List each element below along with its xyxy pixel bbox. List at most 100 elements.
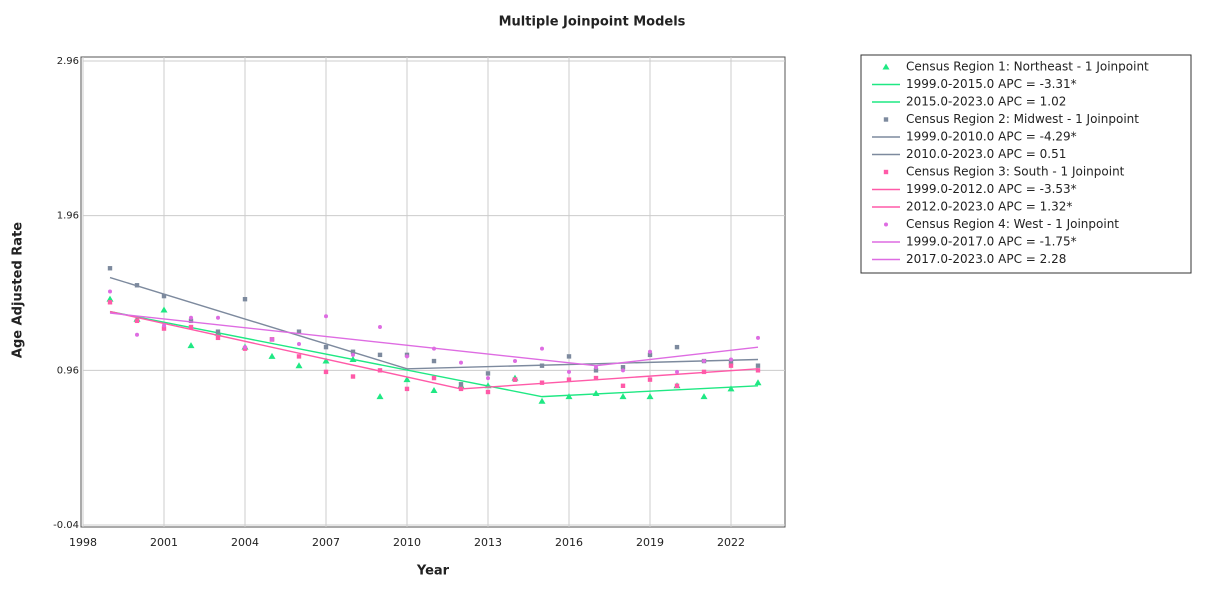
legend-label: 2017.0-2023.0 APC = 2.28 bbox=[906, 252, 1066, 266]
data-point bbox=[296, 354, 302, 359]
legend-box bbox=[860, 54, 1192, 274]
data-point bbox=[540, 346, 544, 351]
data-point bbox=[566, 377, 572, 382]
data-point bbox=[107, 300, 113, 305]
legend-label: 2012.0-2023.0 APC = 1.32* bbox=[906, 200, 1072, 214]
fit-line bbox=[595, 346, 759, 367]
fit-line bbox=[541, 385, 759, 398]
data-point bbox=[619, 393, 627, 400]
data-point bbox=[486, 376, 490, 381]
data-point bbox=[431, 358, 437, 364]
legend-marker bbox=[883, 117, 889, 122]
data-point bbox=[403, 376, 411, 383]
data-point bbox=[729, 357, 733, 362]
data-point bbox=[647, 352, 653, 358]
data-point bbox=[621, 368, 625, 373]
data-point bbox=[459, 360, 463, 365]
x-tick-label: 2010 bbox=[393, 536, 421, 549]
data-point bbox=[565, 393, 573, 400]
data-point bbox=[593, 368, 599, 373]
data-point bbox=[512, 377, 518, 382]
data-point bbox=[350, 374, 356, 379]
data-point bbox=[270, 337, 274, 342]
data-point bbox=[322, 357, 330, 364]
legend-label: 1999.0-2010.0 APC = -4.29* bbox=[906, 130, 1077, 144]
y-axis-label: Age Adjusted Rate bbox=[11, 222, 26, 358]
data-point bbox=[188, 318, 194, 324]
data-point bbox=[405, 354, 409, 359]
data-point bbox=[458, 382, 464, 387]
fit-line bbox=[109, 310, 462, 390]
data-point bbox=[297, 342, 301, 347]
data-point bbox=[620, 383, 626, 388]
data-point bbox=[538, 397, 546, 404]
y-tick-label: 2.96 bbox=[57, 56, 79, 67]
legend-marker bbox=[884, 222, 888, 227]
x-tick-label: 2001 bbox=[150, 536, 178, 549]
data-point bbox=[675, 369, 679, 374]
data-point bbox=[755, 363, 761, 368]
chart-title: Multiple Joinpoint Models bbox=[499, 15, 686, 30]
data-point bbox=[268, 352, 276, 359]
data-point bbox=[187, 342, 195, 349]
fit-line bbox=[109, 310, 543, 398]
data-point bbox=[700, 393, 708, 400]
data-point bbox=[161, 293, 167, 299]
data-point bbox=[161, 326, 167, 331]
data-point bbox=[323, 344, 329, 350]
fit-line bbox=[460, 368, 759, 390]
legend-label: Census Region 2: Midwest - 1 Joinpoint bbox=[906, 112, 1139, 126]
legend-marker bbox=[883, 169, 889, 175]
data-point bbox=[295, 362, 303, 369]
data-point bbox=[351, 352, 355, 357]
data-point bbox=[323, 369, 329, 375]
data-point bbox=[431, 375, 437, 381]
data-point bbox=[592, 390, 600, 397]
legend-label: 1999.0-2017.0 APC = -1.75* bbox=[906, 235, 1077, 249]
x-tick-label: 2004 bbox=[231, 536, 259, 549]
x-tick-label: 2016 bbox=[555, 536, 583, 549]
data-point bbox=[728, 363, 734, 368]
data-point bbox=[728, 360, 734, 365]
data-point bbox=[160, 306, 168, 313]
data-point bbox=[189, 315, 193, 320]
y-tick-label: 0.96 bbox=[57, 365, 79, 376]
x-tick-label: 1998 bbox=[69, 536, 97, 549]
data-point bbox=[674, 383, 680, 388]
x-tick-label: 2022 bbox=[717, 536, 745, 549]
x-tick-label: 2019 bbox=[636, 536, 664, 549]
x-axis-label: Year bbox=[416, 564, 450, 579]
data-point bbox=[216, 315, 220, 320]
legend-label: 1999.0-2012.0 APC = -3.53* bbox=[906, 182, 1077, 196]
data-point bbox=[296, 329, 302, 334]
fit-line bbox=[109, 276, 408, 370]
data-point bbox=[376, 393, 384, 400]
data-point bbox=[404, 386, 410, 392]
data-point bbox=[485, 389, 491, 395]
fit-line bbox=[109, 312, 597, 367]
data-point bbox=[648, 349, 652, 354]
x-tick-label: 2013 bbox=[474, 536, 502, 549]
data-point bbox=[242, 296, 248, 302]
x-tick-label: 2007 bbox=[312, 536, 340, 549]
plot-frame bbox=[80, 56, 786, 528]
data-point bbox=[754, 379, 762, 386]
data-point bbox=[755, 368, 761, 373]
data-point bbox=[727, 385, 735, 392]
data-point bbox=[188, 324, 194, 330]
data-point bbox=[378, 325, 382, 330]
y-tick-label: 1.96 bbox=[57, 211, 79, 222]
data-point bbox=[377, 352, 383, 358]
data-point bbox=[756, 335, 760, 340]
data-point bbox=[566, 354, 572, 359]
legend-label: Census Region 3: South - 1 Joinpoint bbox=[906, 165, 1125, 179]
legend-label: 2015.0-2023.0 APC = 1.02 bbox=[906, 95, 1066, 109]
data-point bbox=[567, 369, 571, 374]
data-point bbox=[135, 332, 139, 337]
legend-label: 2010.0-2023.0 APC = 0.51 bbox=[906, 147, 1066, 161]
data-point bbox=[674, 344, 680, 350]
data-point bbox=[215, 329, 221, 334]
data-point bbox=[513, 359, 517, 364]
legend-label: 1999.0-2015.0 APC = -3.31* bbox=[906, 77, 1077, 91]
